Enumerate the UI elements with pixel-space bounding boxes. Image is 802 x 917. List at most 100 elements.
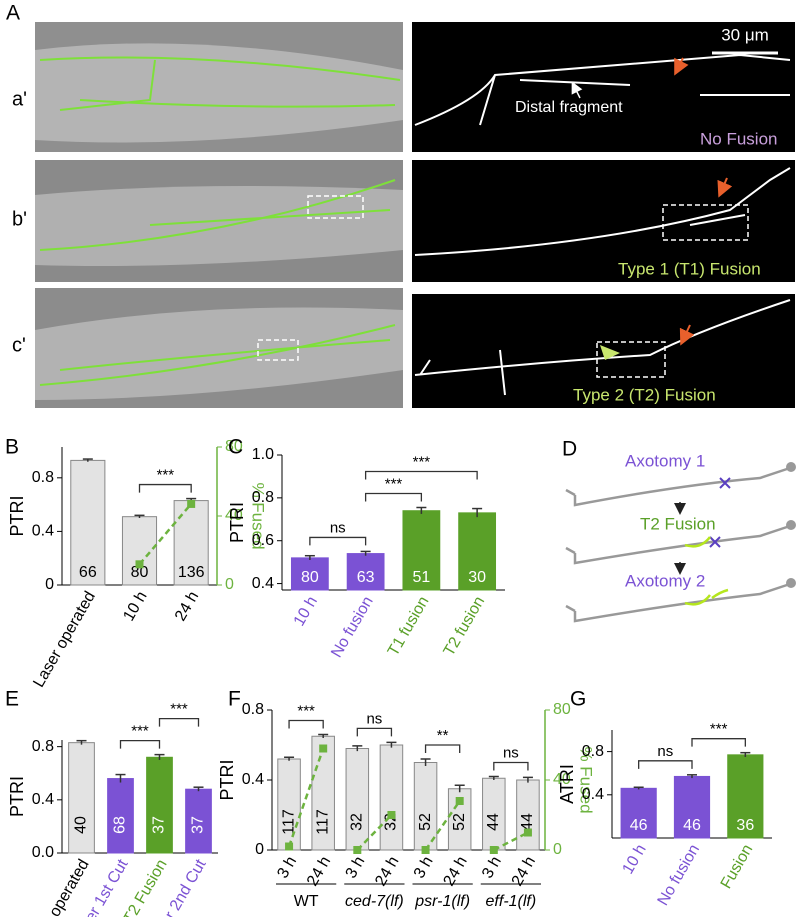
count-label: 32 (349, 813, 366, 831)
bar (185, 788, 212, 854)
neuron-diagram (565, 466, 791, 623)
arrow (717, 177, 733, 198)
y-axis-label: PTRI (227, 502, 247, 543)
count-label: 30 (468, 569, 486, 586)
fused-line (493, 831, 529, 852)
significance-bracket (493, 761, 529, 771)
fused-point (319, 744, 328, 753)
fused-point (135, 560, 144, 569)
panel-letter: B (5, 436, 19, 459)
significance-bracket (309, 536, 367, 546)
neuron-trace (414, 299, 791, 396)
y-axis-label: ATRI (557, 764, 577, 804)
panel-letter: E (5, 688, 19, 711)
x-tick-label: 3 h (479, 854, 505, 882)
row-label: b' (12, 208, 27, 230)
significance-label: *** (297, 702, 315, 719)
fused-line (287, 748, 325, 847)
y-tick-label: 0.6 (252, 532, 274, 549)
y-axis-label: PTRI (7, 495, 27, 536)
panel-letter: F (228, 688, 241, 711)
significance-label: ns (657, 743, 673, 760)
arrowhead (600, 345, 620, 360)
x-tick-label: 10 h (291, 594, 321, 629)
count-label: 46 (683, 817, 701, 834)
count-label: 40 (73, 816, 90, 834)
y2-tick-label: 80 (225, 438, 243, 455)
y-axis-label: PTRI (217, 759, 237, 800)
significance-label: *** (157, 467, 175, 484)
panel-letter: A (6, 2, 20, 25)
x-tick-label: No fusion (328, 594, 377, 661)
y-tick-label: 0.0 (32, 844, 54, 861)
y-tick-label: 0.4 (32, 791, 54, 808)
count-label: 68 (112, 816, 129, 834)
bar (290, 557, 329, 591)
fused-point (489, 846, 498, 854)
x-tick-label: Laser operated (24, 857, 93, 917)
y2-axis-label: % Fused (577, 746, 596, 813)
count-label: 117 (280, 809, 297, 835)
row-annotation: Type 2 (T2) Fusion (573, 385, 716, 404)
roi-box (307, 195, 364, 219)
micrograph-row (35, 160, 795, 282)
y-tick-label: 0 (45, 576, 54, 593)
count-label: 80 (131, 564, 149, 581)
y-tick-label: 0.4 (582, 786, 604, 803)
micrograph-row (35, 22, 795, 152)
panel-letter: D (562, 438, 577, 461)
panel-letter: G (570, 688, 586, 711)
neuron-trace (39, 179, 396, 251)
fusion-mark (684, 536, 729, 606)
x-tick-label: 3 h (274, 854, 300, 882)
x-tick-label: T2 fusion (441, 594, 489, 660)
micrograph-row (35, 288, 795, 408)
significance-bracket (424, 744, 461, 753)
fused-line (356, 814, 393, 851)
fused-point (387, 811, 396, 819)
bar (345, 748, 370, 851)
fused-point (353, 846, 362, 854)
scale-bar-label: 30 μm (721, 25, 769, 44)
fused-point (455, 797, 464, 805)
significance-label: *** (710, 721, 728, 738)
x-tick-label: 10 h (120, 589, 150, 624)
y2-tick-label: 40 (225, 507, 243, 524)
roi-box (662, 204, 749, 241)
count-label: 44 (485, 813, 502, 831)
count-label: 37 (151, 816, 168, 834)
significance-label: ns (503, 744, 519, 761)
x-tick-label: 3 h (411, 854, 437, 882)
count-label: 52 (417, 813, 434, 831)
y2-tick-label: 40 (553, 771, 571, 788)
group-label: eff-1(lf) (486, 893, 537, 910)
x-tick-label: 3 h (343, 854, 369, 882)
bar (277, 758, 301, 851)
group-label: psr-1(lf) (414, 893, 470, 910)
count-label: 36 (736, 817, 754, 834)
significance-label: ** (437, 727, 449, 744)
arrow (679, 324, 695, 346)
bar (121, 516, 158, 586)
significance-label: *** (131, 723, 149, 740)
count-label: 37 (190, 816, 207, 834)
y-tick-label: 0.4 (32, 523, 54, 540)
x-tick-label: T1 fusion (385, 594, 433, 660)
significance-bracket (288, 719, 324, 729)
bar (620, 787, 657, 839)
group-label: WT (294, 893, 319, 910)
fused-line (138, 503, 193, 566)
diagram-label: Axotomy 2 (625, 571, 705, 590)
y-axis-label: PTRI (7, 776, 27, 817)
bar (379, 744, 404, 851)
significance-label: ns (330, 519, 346, 536)
cut-mark (709, 477, 731, 548)
count-label: 136 (178, 564, 205, 581)
significance-bracket (364, 492, 423, 502)
x-tick-label: No fusion (655, 842, 704, 909)
x-tick-label: 10 h (619, 842, 649, 877)
bar (107, 778, 134, 854)
y-tick-label: 0.8 (32, 469, 54, 486)
